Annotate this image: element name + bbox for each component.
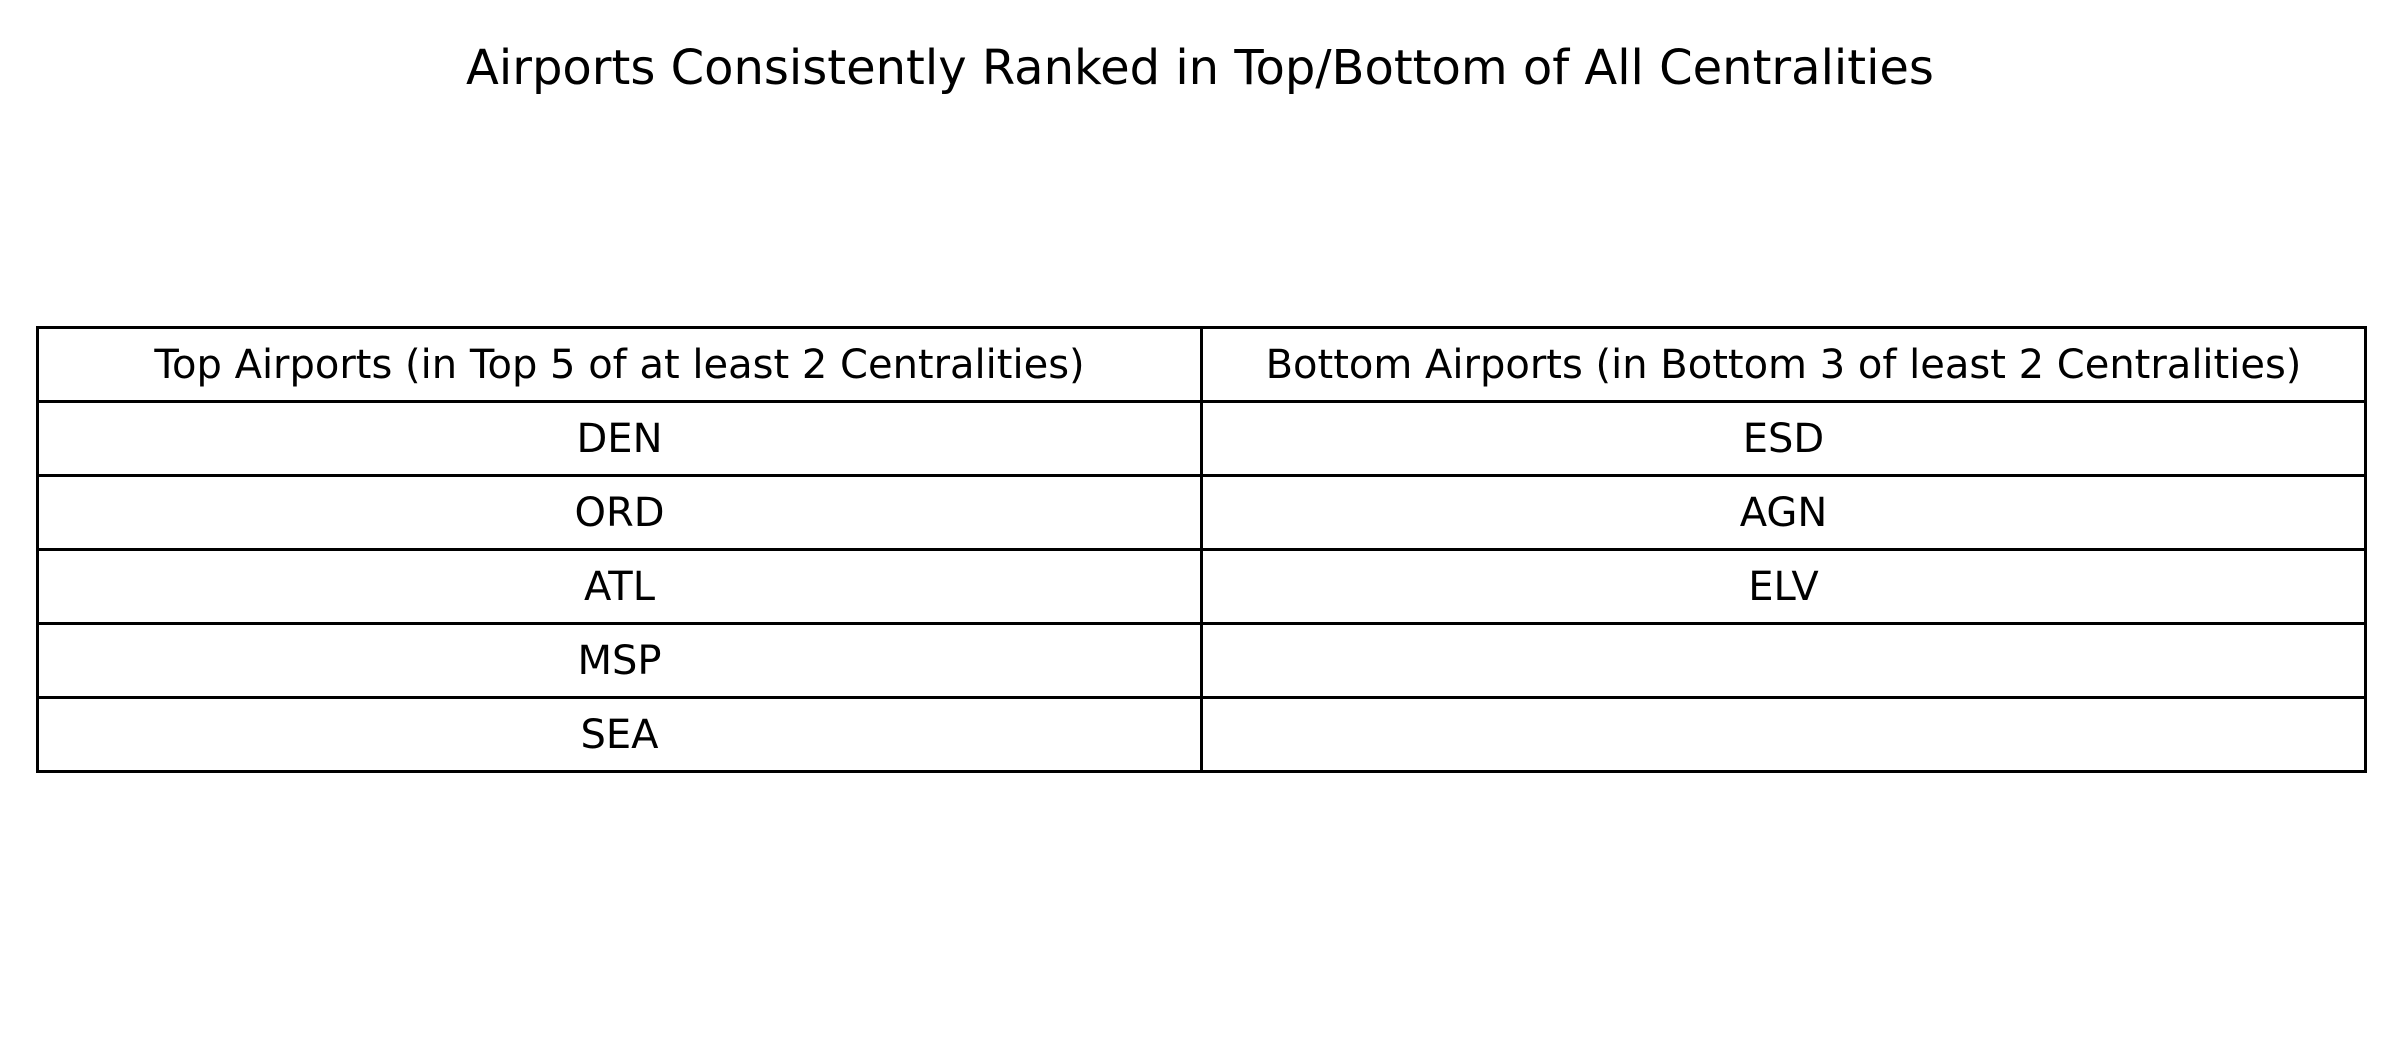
table-cell-bottom <box>1200 696 2367 773</box>
table-cell-bottom <box>1200 622 2367 699</box>
chart-title: Airports Consistently Ranked in Top/Bott… <box>466 40 1934 96</box>
table-row: SEA <box>36 696 2367 773</box>
column-header-top-airports: Top Airports (in Top 5 of at least 2 Cen… <box>36 326 1203 403</box>
airports-table: Top Airports (in Top 5 of at least 2 Cen… <box>36 326 2367 773</box>
table-cell-bottom: ESD <box>1200 400 2367 477</box>
table-header-row: Top Airports (in Top 5 of at least 2 Cen… <box>36 326 2367 403</box>
table-container: Top Airports (in Top 5 of at least 2 Cen… <box>36 326 2367 773</box>
table-cell-bottom: ELV <box>1200 548 2367 625</box>
column-header-bottom-airports: Bottom Airports (in Bottom 3 of least 2 … <box>1200 326 2367 403</box>
table-cell-bottom: AGN <box>1200 474 2367 551</box>
table-cell-top: DEN <box>36 400 1203 477</box>
table-row: DEN ESD <box>36 400 2367 477</box>
table-row: ATL ELV <box>36 548 2367 625</box>
table-cell-top: ORD <box>36 474 1203 551</box>
table-row: ORD AGN <box>36 474 2367 551</box>
table-cell-top: ATL <box>36 548 1203 625</box>
table-cell-top: SEA <box>36 696 1203 773</box>
table-cell-top: MSP <box>36 622 1203 699</box>
table-row: MSP <box>36 622 2367 699</box>
